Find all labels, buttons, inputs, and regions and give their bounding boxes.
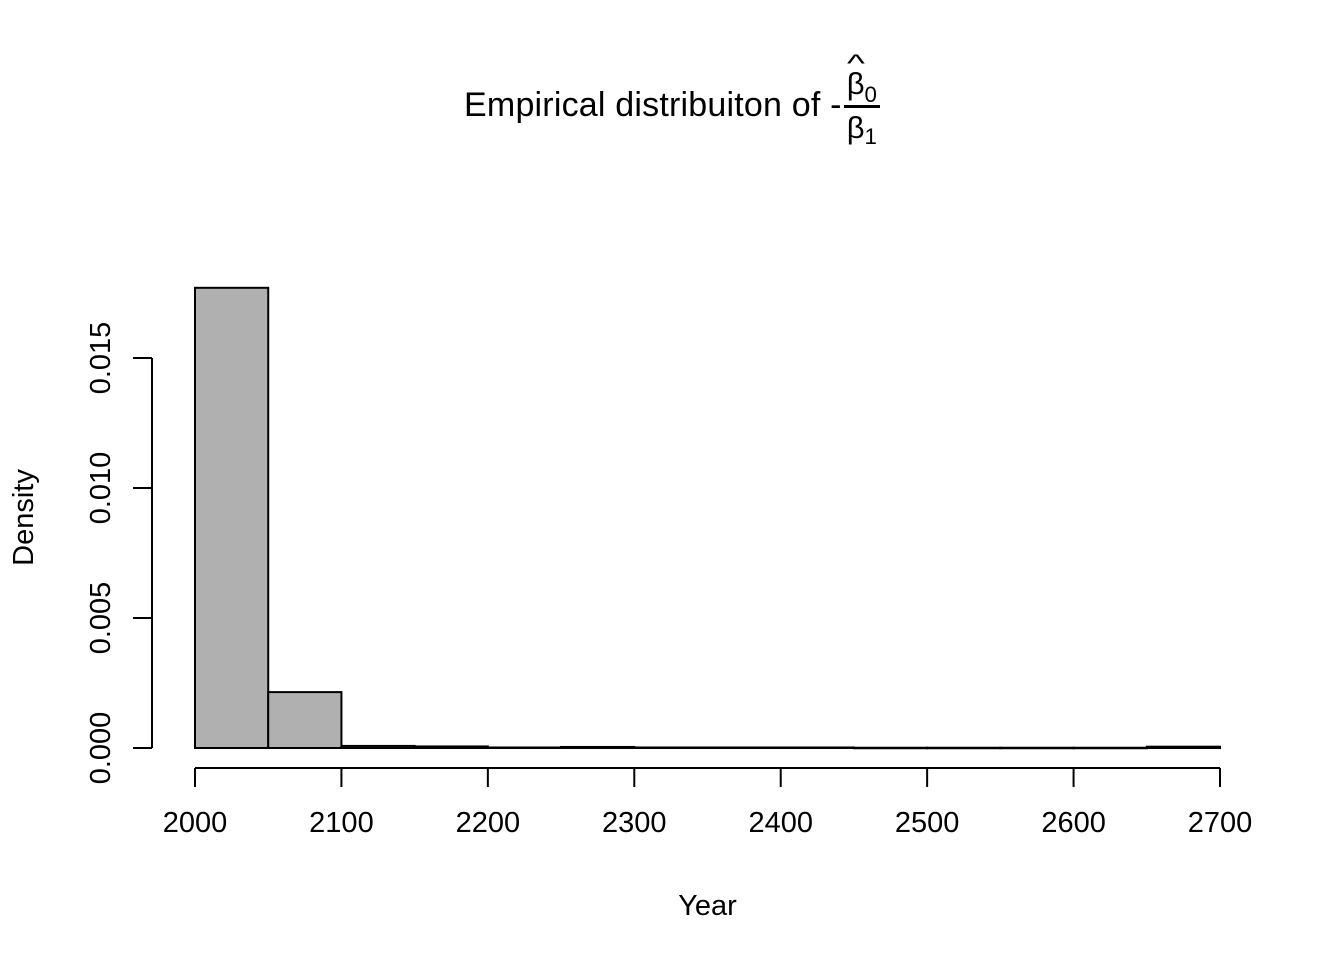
numerator-beta: β xyxy=(846,66,865,101)
histogram-bar xyxy=(560,745,636,750)
y-tick-label: 0.000 xyxy=(85,712,117,785)
x-tick-label: 2600 xyxy=(1041,807,1106,839)
histogram-bar xyxy=(1145,745,1222,750)
histogram-bar xyxy=(779,746,855,749)
histogram-bar xyxy=(633,746,709,749)
histogram-bar xyxy=(194,286,270,749)
histogram-bar xyxy=(1072,746,1148,750)
y-tick-label: 0.015 xyxy=(85,322,117,395)
x-tick-label: 2100 xyxy=(309,807,374,839)
x-tick-label: 2500 xyxy=(895,807,960,839)
chart-title-text: Empirical distribuiton of - xyxy=(464,85,842,124)
histogram-bar xyxy=(852,746,929,750)
x-tick-label: 2200 xyxy=(456,807,521,839)
beta-hat-symbol: ^ β xyxy=(846,51,866,101)
histogram-bar xyxy=(340,744,416,749)
x-tick-label: 2400 xyxy=(748,807,813,839)
x-tick-label: 2000 xyxy=(163,807,228,839)
chart-title: Empirical distribuiton of - ^ β 0 β1 xyxy=(0,51,1344,147)
histogram-bar xyxy=(926,746,1002,750)
x-axis-title: Year xyxy=(678,890,737,922)
x-tick-label: 2300 xyxy=(602,807,667,839)
fraction-denominator: β1 xyxy=(844,109,880,148)
numerator-subscript: 0 xyxy=(864,82,877,108)
histogram-bar xyxy=(999,746,1075,750)
histogram-bar xyxy=(267,691,343,749)
y-tick-label: 0.005 xyxy=(85,582,117,655)
y-axis-title: Density xyxy=(8,469,40,566)
x-tick-label: 2700 xyxy=(1188,807,1253,839)
histogram-bar xyxy=(706,746,782,749)
hat-accent: ^ xyxy=(847,50,866,79)
title-fraction: ^ β 0 β1 xyxy=(843,51,880,148)
fraction-numerator: ^ β 0 xyxy=(844,51,880,106)
y-tick-label: 0.010 xyxy=(85,452,117,525)
denominator-subscript: 1 xyxy=(864,123,877,149)
histogram-bar xyxy=(413,745,489,750)
fraction-bar xyxy=(843,104,880,108)
histogram-bar xyxy=(486,746,563,749)
denominator-beta: β xyxy=(846,109,865,145)
